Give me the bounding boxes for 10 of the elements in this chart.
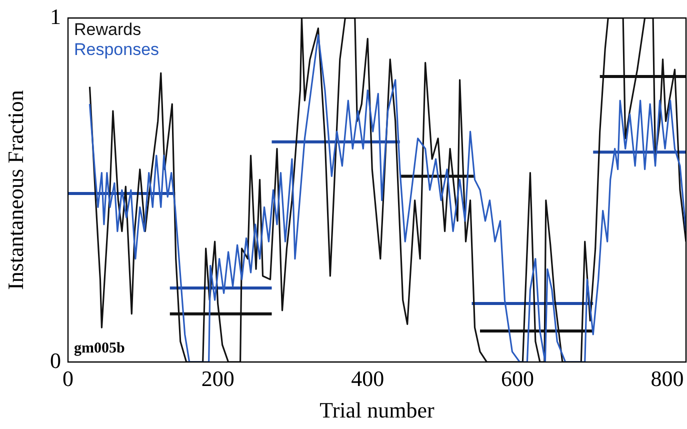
text: Rewards [74,20,142,40]
y-axis-title: Instantaneous Fraction [2,90,28,290]
text: Responses [74,40,160,60]
x-tick-label: 600 [500,366,534,391]
x-tick-label: 800 [650,366,684,391]
x-tick-label: 200 [201,366,234,391]
annotation: gm005b [74,340,125,356]
y-tick-label: 1 [50,4,61,29]
x-tick-label: 400 [351,366,384,391]
x-axis-title: Trial number [320,398,436,423]
